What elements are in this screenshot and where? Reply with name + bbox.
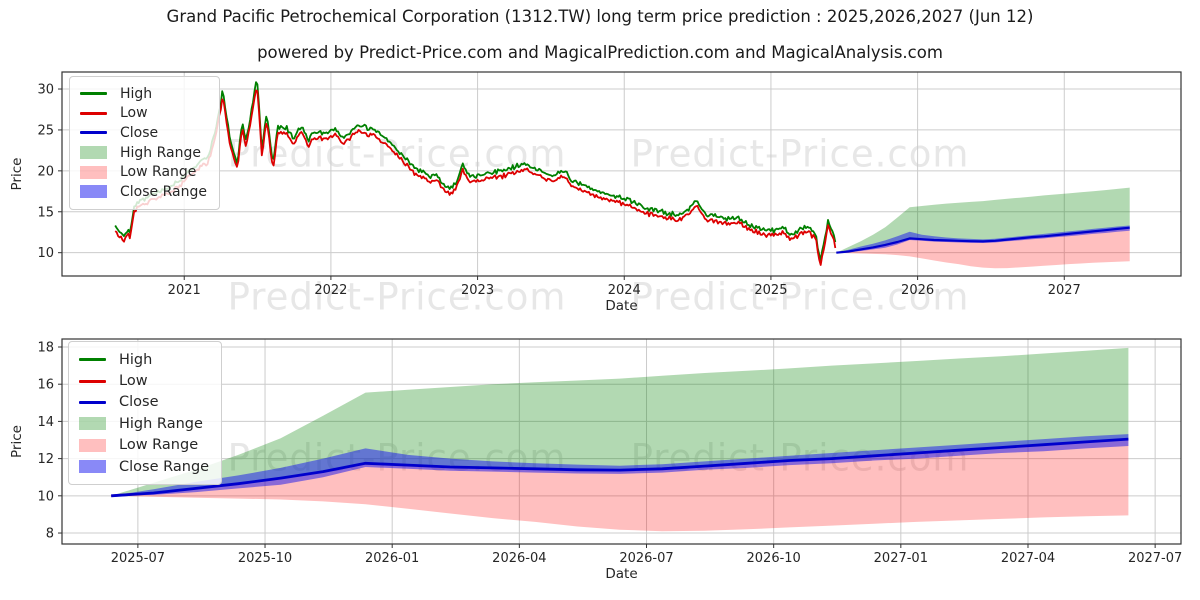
tick-labels: 2025-07 2025-10 2026-01 2026-04 2026-07 2026-… [37, 340, 1182, 566]
x-axis-label: Date [605, 298, 637, 314]
legend-line-swatch [80, 131, 107, 135]
legend-item-close: Close [80, 123, 207, 143]
low-range-band [111, 439, 1129, 532]
y-tick-label: 15 [37, 205, 54, 220]
page-title: Grand Pacific Petrochemical Corporation … [166, 7, 1034, 26]
watermark-text: Predict-Price.com [630, 275, 970, 319]
legend-patch-swatch [80, 146, 107, 160]
legend-line-swatch [79, 379, 106, 383]
x-tick-label: 2025 [754, 283, 787, 298]
page-subtitle: powered by Predict-Price.com and Magical… [257, 43, 943, 62]
legend-label: Low Range [120, 164, 197, 181]
x-tick-label: 2021 [168, 283, 201, 298]
low-range-band [836, 227, 1130, 269]
close-line [836, 226, 1130, 254]
x-tick-label: 2027-07 [1128, 551, 1182, 566]
x-tick-label: 2027-01 [874, 551, 928, 566]
legend-line-swatch [79, 400, 106, 404]
x-tick-label: 2026-10 [747, 551, 801, 566]
grid [62, 339, 1181, 544]
y-tick-label: 18 [37, 340, 54, 355]
x-tick-label: 2027 [1048, 283, 1081, 298]
plot-border [61, 338, 1182, 545]
legend-item-low-range: Low Range [80, 162, 207, 182]
y-tick-label: 10 [37, 489, 54, 504]
legend-item-high: High [79, 349, 209, 370]
legend-label: High Range [120, 144, 201, 161]
legend-label: Close [120, 124, 159, 141]
top-chart: 2021 2022 2023 2024 2025 2026 20271015202530Da… [9, 71, 1182, 314]
legend-label: High [119, 351, 153, 368]
legend-item-high: High [80, 84, 207, 104]
legend-label: Low [119, 373, 148, 390]
legend-item-close-range: Close Range [79, 456, 209, 477]
x-tick-label: 2025-10 [238, 551, 292, 566]
top-chart-legend: High Low Close High Range Low Range Close Ran… [69, 76, 220, 210]
y-tick-label: 30 [37, 83, 54, 98]
x-tick-label: 2025-07 [111, 551, 165, 566]
low-line [114, 89, 837, 266]
legend-item-high-range: High Range [79, 413, 209, 434]
y-tick-label: 14 [37, 415, 54, 430]
legend-patch-swatch [80, 185, 107, 199]
bottom-chart-legend: High Low Close High Range Low Range Close Ran… [68, 341, 223, 486]
plot-border [61, 71, 1182, 277]
bottom-chart: 2025-07 2025-10 2026-01 2026-04 2026-07 2026-… [9, 338, 1182, 582]
legend-patch-swatch [80, 165, 107, 179]
x-tick-label: 2027-04 [1001, 551, 1055, 566]
legend-item-close: Close [79, 392, 209, 413]
y-tick-label: 12 [37, 452, 54, 467]
legend-label: Close Range [119, 458, 210, 475]
legend-patch-swatch [79, 460, 106, 474]
y-axis-label: Price [9, 158, 25, 191]
legend-item-low: Low [80, 104, 207, 124]
legend-patch-swatch [79, 438, 106, 452]
y-tick-label: 16 [37, 378, 54, 393]
legend-line-swatch [80, 111, 107, 115]
watermark-text: Predict-Price.com [630, 132, 970, 176]
y-axis-label: Price [9, 425, 25, 458]
legend-item-low: Low [79, 370, 209, 391]
legend-item-high-range: High Range [80, 143, 207, 163]
x-axis-label: Date [605, 566, 637, 582]
close-range-band [111, 434, 1129, 496]
y-tick-label: 8 [46, 527, 54, 542]
legend-label: Low Range [119, 437, 199, 454]
x-tick-label: 2026-07 [619, 551, 673, 566]
close-line [111, 437, 1129, 498]
x-tick-label: 2024 [608, 283, 641, 298]
legend-line-swatch [80, 92, 107, 96]
x-tick-label: 2026-04 [492, 551, 546, 566]
legend-patch-swatch [79, 417, 106, 431]
y-tick-label: 25 [37, 123, 54, 138]
watermark-text: Predict-Price.com [227, 275, 567, 319]
x-tick-label: 2022 [314, 283, 347, 298]
close-range-band [836, 225, 1130, 253]
legend-label: Close Range [120, 183, 207, 200]
legend-label: High [120, 85, 153, 102]
legend-label: Close [119, 394, 159, 411]
legend-label: Low [120, 105, 148, 122]
legend-item-close-range: Close Range [80, 182, 207, 202]
legend-label: High Range [119, 415, 203, 432]
x-tick-label: 2026-01 [365, 551, 419, 566]
y-tick-label: 10 [37, 246, 54, 261]
legend-line-swatch [79, 358, 106, 362]
y-tick-label: 20 [37, 164, 54, 179]
x-tick-label: 2023 [461, 283, 494, 298]
x-tick-label: 2026 [901, 283, 934, 298]
legend-item-low-range: Low Range [79, 435, 209, 456]
high-line [114, 81, 837, 262]
